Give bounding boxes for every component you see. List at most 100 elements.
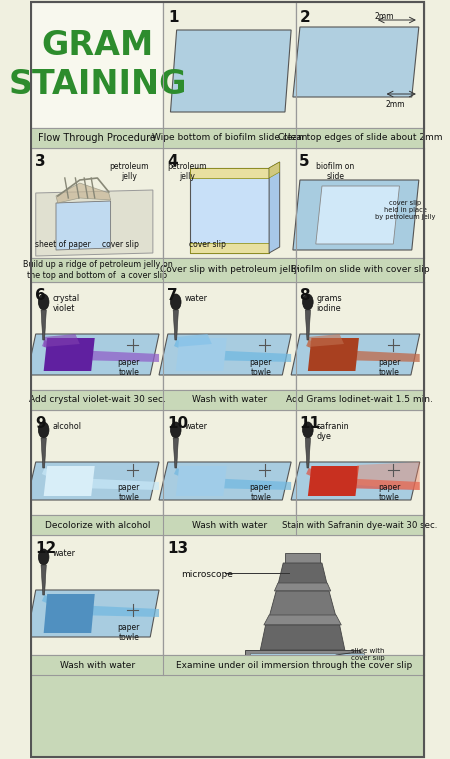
Polygon shape <box>44 594 95 633</box>
Polygon shape <box>174 340 291 362</box>
Text: 7: 7 <box>167 288 178 303</box>
Text: Add crystal violet-wait 30 sec.: Add crystal violet-wait 30 sec. <box>29 395 166 405</box>
Polygon shape <box>291 462 420 500</box>
Polygon shape <box>173 310 178 340</box>
Text: sheet of paper: sheet of paper <box>35 240 90 249</box>
Ellipse shape <box>302 294 313 310</box>
Polygon shape <box>32 258 163 282</box>
Text: paper
towle: paper towle <box>117 483 140 502</box>
Polygon shape <box>32 515 163 535</box>
Text: cover slip: cover slip <box>102 240 139 249</box>
Ellipse shape <box>302 422 313 438</box>
Text: Examine under oil immersion through the cover slip: Examine under oil immersion through the … <box>176 660 412 669</box>
Polygon shape <box>173 438 178 468</box>
Text: Wash with water: Wash with water <box>192 521 267 530</box>
Polygon shape <box>42 340 159 362</box>
Text: violet: violet <box>53 304 75 313</box>
Text: grams: grams <box>317 294 342 303</box>
Polygon shape <box>296 258 424 282</box>
Text: 2mm: 2mm <box>385 100 405 109</box>
Polygon shape <box>36 190 153 256</box>
Polygon shape <box>190 168 269 178</box>
Polygon shape <box>32 148 163 258</box>
Polygon shape <box>56 183 111 203</box>
Polygon shape <box>296 148 424 258</box>
Text: dye: dye <box>317 432 332 441</box>
Polygon shape <box>306 468 420 490</box>
Polygon shape <box>260 625 345 650</box>
Polygon shape <box>296 2 424 128</box>
Polygon shape <box>305 310 310 340</box>
Polygon shape <box>278 563 327 585</box>
Polygon shape <box>296 282 424 390</box>
Text: water: water <box>53 549 76 558</box>
Polygon shape <box>269 591 336 617</box>
Text: slide with
cover slip: slide with cover slip <box>351 648 385 661</box>
Text: petroleum
jelly: petroleum jelly <box>167 162 207 181</box>
Polygon shape <box>27 334 159 375</box>
Polygon shape <box>308 334 344 347</box>
Polygon shape <box>174 468 291 490</box>
Text: safranin: safranin <box>317 422 349 431</box>
Text: Stain with Safranin dye-wait 30 sec.: Stain with Safranin dye-wait 30 sec. <box>282 521 437 530</box>
Text: crystal: crystal <box>53 294 80 303</box>
Text: paper
towle: paper towle <box>250 483 272 502</box>
Polygon shape <box>32 655 163 675</box>
Polygon shape <box>163 655 424 675</box>
Polygon shape <box>296 390 424 410</box>
Text: microscope: microscope <box>181 570 233 579</box>
Polygon shape <box>293 27 419 97</box>
Text: paper
towle: paper towle <box>117 358 140 377</box>
Text: biofilm on
slide: biofilm on slide <box>316 162 354 181</box>
Polygon shape <box>163 258 296 282</box>
Text: water: water <box>184 294 207 303</box>
Polygon shape <box>41 565 46 595</box>
Polygon shape <box>305 438 310 468</box>
Polygon shape <box>32 390 163 410</box>
Polygon shape <box>176 334 212 347</box>
Polygon shape <box>293 180 419 250</box>
Text: paper
towle: paper towle <box>378 358 400 377</box>
Polygon shape <box>32 675 424 757</box>
Ellipse shape <box>38 549 49 565</box>
Polygon shape <box>56 201 111 250</box>
Polygon shape <box>250 653 364 657</box>
Text: Wipe bottom of biofilm slide clean: Wipe bottom of biofilm slide clean <box>152 134 307 143</box>
Polygon shape <box>27 462 159 500</box>
Polygon shape <box>176 466 227 496</box>
Text: 3: 3 <box>35 154 45 169</box>
Text: Biofilm on slide with cover slip: Biofilm on slide with cover slip <box>291 266 429 275</box>
Polygon shape <box>269 162 280 253</box>
Text: paper
towle: paper towle <box>250 358 272 377</box>
Polygon shape <box>163 390 296 410</box>
Polygon shape <box>171 30 291 112</box>
Polygon shape <box>269 162 280 178</box>
Text: 2: 2 <box>300 10 310 25</box>
Text: cover slip: cover slip <box>189 240 226 249</box>
Polygon shape <box>163 535 424 655</box>
Polygon shape <box>42 595 159 617</box>
Text: 9: 9 <box>35 416 45 431</box>
Text: 5: 5 <box>299 154 310 169</box>
Polygon shape <box>32 410 163 515</box>
Polygon shape <box>163 148 296 258</box>
Text: Cover slip with petroleum jelly: Cover slip with petroleum jelly <box>160 266 299 275</box>
Text: 8: 8 <box>299 288 310 303</box>
Polygon shape <box>296 410 424 515</box>
Polygon shape <box>306 340 420 362</box>
Polygon shape <box>285 553 320 563</box>
Text: 4: 4 <box>167 154 178 169</box>
Text: petroleum
jelly: petroleum jelly <box>109 162 148 181</box>
Text: Wash with water: Wash with water <box>192 395 267 405</box>
Polygon shape <box>176 338 227 371</box>
Polygon shape <box>296 515 424 535</box>
Polygon shape <box>42 468 159 490</box>
Text: Flow Through Procedure: Flow Through Procedure <box>38 133 156 143</box>
Ellipse shape <box>171 294 181 310</box>
Polygon shape <box>32 282 163 390</box>
Polygon shape <box>190 243 269 253</box>
Text: alcohol: alcohol <box>53 422 81 431</box>
Text: GRAM
STAINING: GRAM STAINING <box>8 30 187 101</box>
Text: iodine: iodine <box>317 304 341 313</box>
Text: Wash with water: Wash with water <box>60 660 135 669</box>
